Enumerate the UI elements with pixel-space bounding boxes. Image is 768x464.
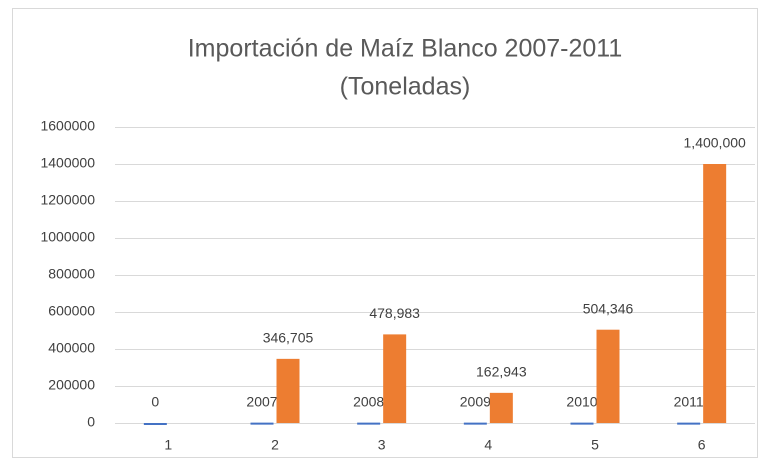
x-tick-label: 1	[164, 437, 172, 453]
bar	[276, 358, 300, 423]
data-label: 1,400,000	[684, 135, 746, 151]
y-tick-label: 1000000	[40, 229, 95, 245]
bar	[357, 422, 381, 425]
bar	[703, 164, 727, 423]
bar	[143, 423, 167, 425]
y-tick-label: 600000	[48, 303, 95, 319]
x-tick-label: 4	[484, 437, 492, 453]
data-label: 2011	[674, 393, 704, 409]
x-tick-label: 2	[271, 437, 279, 453]
y-tick-label: 0	[87, 414, 95, 430]
y-tick-label: 400000	[48, 340, 95, 356]
bar	[570, 422, 594, 425]
data-label: 504,346	[583, 300, 634, 316]
x-tick-label: 5	[591, 437, 599, 453]
data-label: 478,983	[369, 305, 420, 321]
y-tick-label: 1200000	[40, 192, 95, 208]
y-tick-label: 1600000	[40, 118, 95, 134]
x-tick-label: 6	[698, 437, 706, 453]
y-tick-label: 200000	[48, 377, 95, 393]
data-label: 2007	[246, 393, 277, 409]
y-tick-label: 1400000	[40, 155, 95, 171]
bar	[677, 422, 701, 425]
bar	[383, 334, 407, 423]
data-label: 2008	[353, 393, 384, 409]
data-label: 2010	[566, 393, 597, 409]
data-label: 162,943	[476, 364, 527, 380]
bar	[463, 422, 487, 425]
bar	[489, 392, 513, 423]
y-tick-label: 800000	[48, 266, 95, 282]
data-label: 0	[151, 394, 159, 410]
bar	[596, 329, 620, 423]
bar	[250, 422, 274, 425]
data-label: 2009	[460, 393, 491, 409]
chart-title: Importación de Maíz Blanco 2007-2011	[188, 35, 623, 63]
data-label: 346,705	[263, 330, 314, 346]
chart-subtitle: (Toneladas)	[340, 73, 471, 101]
x-tick-label: 3	[378, 437, 386, 453]
